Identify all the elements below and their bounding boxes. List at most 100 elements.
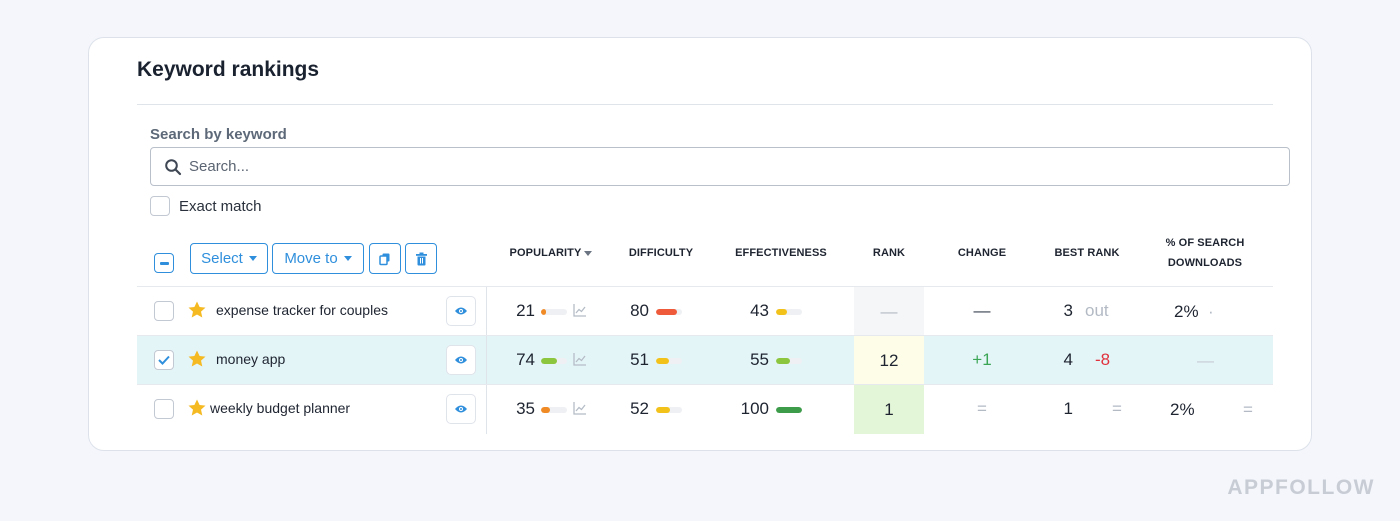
title-divider <box>137 104 1273 105</box>
exact-match-checkbox[interactable] <box>150 196 170 216</box>
difficulty-bar <box>656 407 682 413</box>
popularity-bar-fill <box>541 407 551 413</box>
column-divider <box>486 287 487 336</box>
view-button[interactable] <box>446 345 476 375</box>
difficulty-value: 80 <box>630 301 649 320</box>
change-value: +1 <box>972 350 992 369</box>
search-icon <box>165 159 182 176</box>
keyword-table: expense tracker for couples 21 80 43 — —… <box>137 286 1273 434</box>
rank-value: 12 <box>854 336 924 385</box>
popularity-bar-fill <box>541 309 547 315</box>
keyword-text: money app <box>216 351 286 367</box>
move-to-button-label: Move to <box>284 250 338 267</box>
chevron-down-icon <box>248 256 257 261</box>
eye-icon <box>455 307 467 315</box>
search-label: Search by keyword <box>150 126 287 143</box>
sort-desc-icon <box>584 250 593 256</box>
exact-match-label: Exact match <box>179 197 262 215</box>
effectiveness-bar-fill <box>776 407 802 413</box>
effectiveness-value: 55 <box>750 350 769 369</box>
star-icon[interactable] <box>187 398 207 418</box>
pct-search-downloads-delta: — <box>1197 351 1214 370</box>
keyword-text: expense tracker for couples <box>216 302 388 318</box>
column-effectiveness[interactable]: EFFECTIVENESS <box>735 247 827 259</box>
eye-icon <box>455 356 467 364</box>
best-rank-delta: = <box>1112 399 1122 418</box>
page-title: Keyword rankings <box>137 58 320 81</box>
appfollow-watermark: APPFOLLOW <box>1227 476 1375 499</box>
difficulty-bar <box>656 309 682 315</box>
column-pct-line1: % OF SEARCH <box>1165 237 1245 249</box>
move-to-button[interactable]: Move to <box>272 243 364 274</box>
copy-button[interactable] <box>369 243 401 274</box>
column-difficulty[interactable]: DIFFICULTY <box>628 247 694 259</box>
best-rank-value: 4 <box>1063 350 1073 369</box>
column-best-rank[interactable]: BEST RANK <box>1054 247 1120 259</box>
eye-icon <box>455 405 467 413</box>
search-input[interactable] <box>189 148 1269 185</box>
trend-chart-icon[interactable] <box>573 352 587 366</box>
copy-icon <box>379 253 390 265</box>
pct-search-downloads-value: 2% <box>1170 400 1195 419</box>
column-divider <box>486 385 487 434</box>
popularity-bar <box>541 358 567 364</box>
pct-search-downloads-delta: · <box>1208 302 1214 321</box>
rank-value: — <box>854 287 924 336</box>
row-checkbox[interactable] <box>154 350 174 370</box>
popularity-value: 21 <box>516 301 535 320</box>
view-button[interactable] <box>446 296 476 326</box>
table-header: Select Move to POPULARITY DIFFICU <box>89 237 1311 283</box>
column-popularity[interactable]: POPULARITY <box>501 243 601 263</box>
table-row[interactable]: money app 74 51 55 12 +1 4 -8 — <box>137 335 1273 385</box>
row-checkbox[interactable] <box>154 301 174 321</box>
effectiveness-value: 100 <box>740 399 769 418</box>
best-rank-delta: out <box>1085 301 1109 320</box>
view-button[interactable] <box>446 394 476 424</box>
pct-search-downloads-delta: = <box>1243 400 1253 419</box>
trend-chart-icon[interactable] <box>573 303 587 317</box>
select-button-label: Select <box>201 250 243 267</box>
star-icon[interactable] <box>187 300 207 320</box>
effectiveness-bar-fill <box>776 358 791 364</box>
column-popularity-label: POPULARITY <box>509 247 582 259</box>
change-value: = <box>977 399 987 418</box>
effectiveness-bar <box>776 407 802 413</box>
delete-button[interactable] <box>405 243 437 274</box>
select-all-checkbox[interactable] <box>154 253 174 273</box>
table-row[interactable]: weekly budget planner 35 52 100 1 = 1 = … <box>137 384 1273 434</box>
row-checkbox[interactable] <box>154 399 174 419</box>
change-value: — <box>973 301 991 320</box>
rank-value: 1 <box>854 385 924 434</box>
difficulty-value: 52 <box>630 399 649 418</box>
table-row[interactable]: expense tracker for couples 21 80 43 — —… <box>137 286 1273 336</box>
popularity-bar-fill <box>541 358 557 364</box>
star-icon[interactable] <box>187 349 207 369</box>
popularity-bar <box>541 309 567 315</box>
column-change[interactable]: CHANGE <box>957 247 1007 259</box>
column-divider <box>486 336 487 385</box>
difficulty-bar-fill <box>656 358 670 364</box>
effectiveness-bar <box>776 309 802 315</box>
effectiveness-bar-fill <box>776 309 788 315</box>
keyword-rankings-card: Keyword rankings Search by keyword Exact… <box>88 37 1312 451</box>
popularity-value: 74 <box>516 350 535 369</box>
column-pct-line2: DOWNLOADS <box>1167 257 1243 269</box>
best-rank-delta: -8 <box>1095 350 1111 369</box>
difficulty-bar-fill <box>656 309 677 315</box>
popularity-value: 35 <box>516 399 535 418</box>
column-rank[interactable]: RANK <box>872 247 906 259</box>
search-box <box>150 147 1290 186</box>
difficulty-bar <box>656 358 682 364</box>
select-button[interactable]: Select <box>190 243 268 274</box>
trend-chart-icon[interactable] <box>573 401 587 415</box>
difficulty-value: 51 <box>630 350 649 369</box>
effectiveness-value: 43 <box>750 301 769 320</box>
popularity-bar <box>541 407 567 413</box>
best-rank-value: 1 <box>1063 399 1073 418</box>
best-rank-value: 3 <box>1063 301 1073 320</box>
difficulty-bar-fill <box>656 407 670 413</box>
exact-match[interactable]: Exact match <box>150 196 262 216</box>
pct-search-downloads-value: 2% <box>1174 302 1199 321</box>
keyword-text: weekly budget planner <box>210 400 351 416</box>
column-pct-search-downloads[interactable]: % OF SEARCH DOWNLOADS <box>1155 233 1255 273</box>
